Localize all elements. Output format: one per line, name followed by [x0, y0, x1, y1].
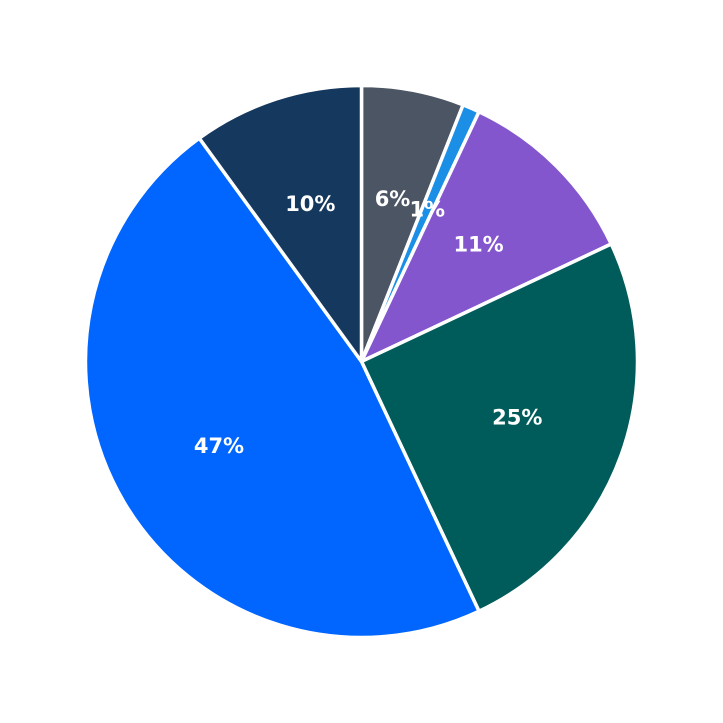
pie-slice-label-3: 25% [492, 406, 542, 430]
pie-slice-4 [83, 136, 481, 640]
pie-slice-label-1: 1% [409, 198, 445, 222]
pie-slice-2 [359, 110, 613, 364]
pie-slice-label-5: 10% [285, 192, 335, 216]
pie-slice-label-2: 11% [453, 232, 503, 256]
pie-slice-3 [359, 242, 640, 613]
pie-labels: 6% 1% 11% 25% 47% 10% [194, 187, 543, 458]
pie-slice-label-4: 47% [194, 434, 244, 458]
pie-slice-label-0: 6% [375, 187, 411, 211]
pie-slice-5 [197, 83, 364, 364]
pie-slices [83, 83, 640, 640]
